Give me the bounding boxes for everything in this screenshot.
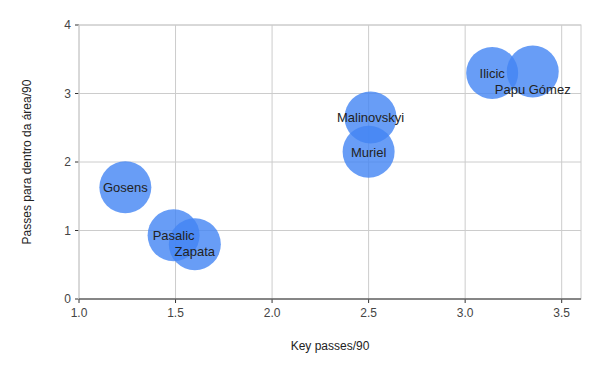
point-label: Gosens [103,180,148,195]
x-tick [561,299,562,303]
y-tick [75,299,79,300]
bubble [99,161,151,213]
point-label: Malinovskyi [337,110,404,125]
grid [75,25,581,303]
x-tick [79,299,80,303]
x-tick-label: 3.5 [553,306,570,320]
y-tick [75,162,79,163]
y-tick-label: 1 [64,224,71,238]
y-tick-label: 3 [64,87,71,101]
x-tick-label: 2.0 [264,306,281,320]
y-tick [75,93,79,94]
x-tick [465,299,466,303]
point-label: Zapata [175,244,216,259]
x-tick [272,299,273,303]
bubble [343,126,395,178]
y-tick [75,230,79,231]
x-grid-line [272,25,273,299]
y-axis-title: Passes para dentro da área/90 [20,79,34,244]
x-tick-label: 3.0 [457,306,474,320]
x-tick-label: 2.5 [360,306,377,320]
point-label: Pasalic [153,228,195,243]
y-grid-line [79,162,581,163]
x-tick [368,299,369,303]
x-tick-label: 1.5 [167,306,184,320]
point-label: Muriel [351,145,387,160]
y-grid-line [79,299,581,300]
chart: 0 1 2 3 4 1.0 1.5 2.0 2.5 3.0 3.5 Gosens PasalicZapa… [0,0,600,371]
y-tick-label: 0 [64,292,71,306]
x-tick-label: 1.0 [71,306,88,320]
x-axis-title: Key passes/90 [291,339,370,353]
plot-frame [79,25,581,299]
x-axis-line [79,299,581,300]
x-grid-line [465,25,466,299]
x-grid-line [561,25,562,299]
point-label: Papu Gómez [495,82,571,97]
y-tick [75,25,79,26]
y-tick-label: 4 [64,18,71,32]
x-tick [175,299,176,303]
bubble [169,218,221,270]
point-label: Ilicic [480,66,506,81]
points [99,46,558,271]
y-tick-label: 2 [64,155,71,169]
